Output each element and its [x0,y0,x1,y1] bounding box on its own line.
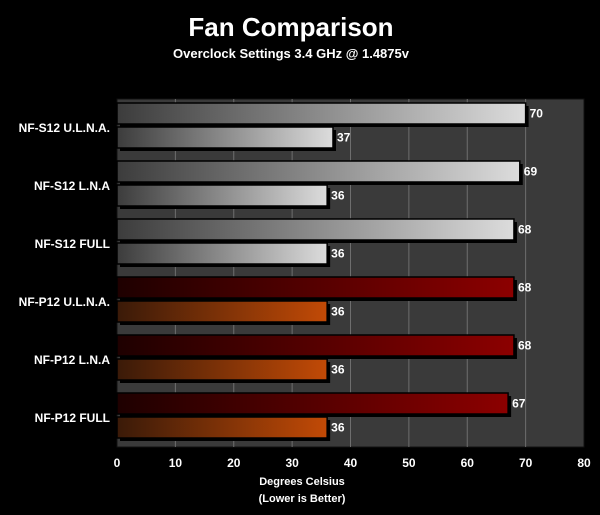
x-tick-label: 80 [577,456,591,470]
x-axis-sublabel: (Lower is Better) [259,493,346,505]
y-tick-label: NF-P12 U.L.N.A. [19,295,110,309]
data-label: 68 [518,339,532,353]
x-tick-label: 40 [344,456,358,470]
data-label: 37 [337,131,351,145]
x-tick-label: 70 [519,456,533,470]
y-tick-label: NF-S12 L.N.A [34,179,110,193]
bars [116,102,529,441]
bar [116,276,515,299]
x-tick-label: 20 [227,456,241,470]
bar [116,126,334,149]
data-label: 68 [518,223,532,237]
bar [116,358,328,381]
bar [116,416,328,439]
y-tick-label: NF-S12 FULL [35,237,110,251]
data-label: 36 [331,421,345,435]
y-tick-label: NF-P12 L.N.A [34,353,110,367]
bar [116,392,509,415]
data-label: 70 [530,107,544,121]
data-label: 36 [331,189,345,203]
data-label: 69 [524,165,538,179]
data-label: 67 [512,397,526,411]
x-tick-label: 0 [114,456,121,470]
x-tick-label: 30 [285,456,299,470]
data-label: 36 [331,363,345,377]
bar [116,334,515,357]
chart-title: Fan Comparison [188,12,393,42]
data-label: 36 [331,247,345,261]
bar [116,300,328,323]
y-tick-label: NF-S12 U.L.N.A. [19,121,110,135]
y-tick-label: NF-P12 FULL [35,411,110,425]
bar [116,242,328,265]
x-tick-label: 10 [169,456,183,470]
data-label: 36 [331,305,345,319]
grid [174,99,527,447]
data-label: 68 [518,281,532,295]
x-tick-label: 60 [461,456,475,470]
bar [116,218,515,241]
bar [116,160,521,183]
x-tick-label: 50 [402,456,416,470]
bar [116,102,527,125]
labels: 0 10 20 30 40 50 60 70 80 NF-S12 U.L.N.A. 70 37 NF-S… [19,107,591,471]
chart-subtitle: Overclock Settings 3.4 GHz @ 1.4875v [173,46,410,61]
x-axis-label: Degrees Celsius [259,476,345,488]
bar [116,184,328,207]
